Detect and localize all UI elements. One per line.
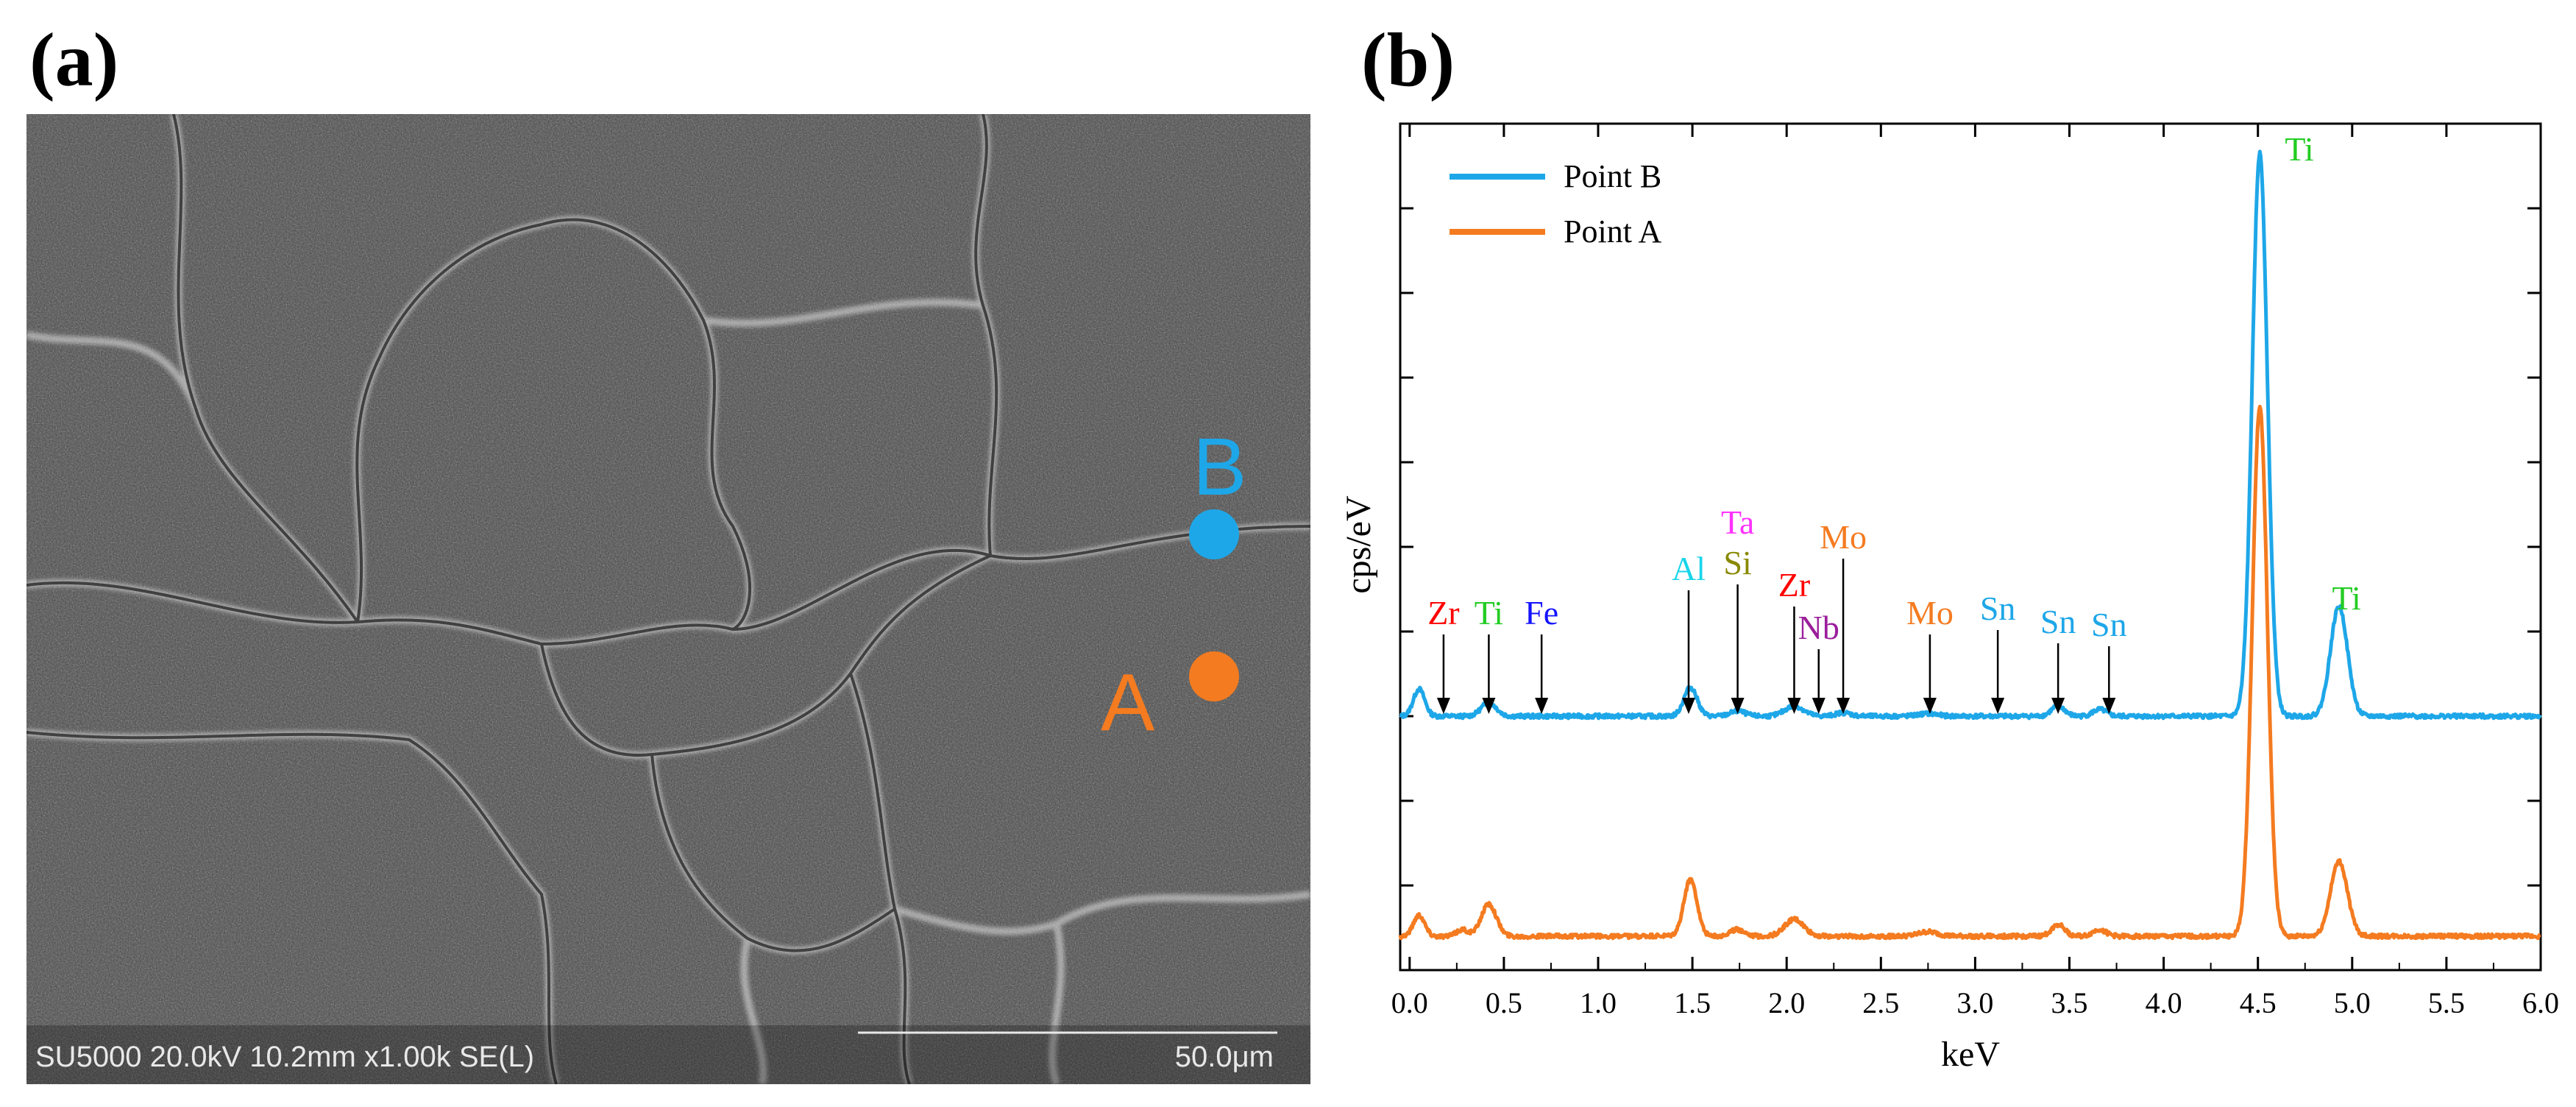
point-b-marker [1189, 509, 1239, 559]
x-tick-label: 4.0 [2146, 986, 2182, 1019]
x-tick-label: 3.5 [2051, 986, 2088, 1019]
peak-label: Nb [1798, 609, 1839, 646]
x-tick-label: 1.0 [1580, 986, 1617, 1019]
x-tick-label: 2.5 [1862, 986, 1899, 1019]
x-tick-label: 0.0 [1391, 986, 1428, 1019]
peak-label: Sn [1980, 590, 2016, 627]
point-a-marker [1189, 651, 1239, 701]
peak-arrow-head [1787, 698, 1801, 714]
point-b-label: B [1193, 422, 1247, 512]
peak-arrow-head [1535, 698, 1549, 714]
point-a-label: A [1101, 657, 1155, 748]
peak-label: Al [1672, 550, 1706, 587]
x-tick-label: 5.0 [2334, 986, 2371, 1019]
peak-label: Mo [1906, 594, 1954, 632]
peak-label: Ti [1475, 594, 1503, 632]
peak-label: Ti [2332, 579, 2360, 617]
sem-scale-bar-label: 50.0μm [1174, 1041, 1274, 1073]
y-axis-label: cps/eV [1339, 495, 1378, 594]
peak-arrow-head [2051, 698, 2065, 714]
series-line-point-b [1399, 149, 2542, 721]
x-tick-label: 0.5 [1486, 986, 1522, 1019]
peak-arrow-head [1991, 698, 2005, 714]
panel-label-b: (b) [1361, 18, 1455, 102]
peak-arrow-head [1812, 698, 1825, 714]
peak-label: Zr [1427, 594, 1459, 632]
x-axis-label: keV [1941, 1035, 2000, 1074]
peak-arrow-head [1923, 698, 1937, 714]
peak-label: Ti [2285, 130, 2313, 168]
x-tick-label: 3.0 [1956, 986, 1993, 1019]
micrograph-texture [26, 114, 1310, 1084]
x-tick-label: 1.5 [1674, 986, 1711, 1019]
sem-micrograph: B A SU5000 20.0kV 10.2mm x1.00k SE(L) 50… [26, 114, 1310, 1084]
peak-label: Sn [2091, 606, 2127, 643]
plot-frame [1399, 122, 2542, 972]
peak-arrow-head [1482, 698, 1496, 714]
peak-label: Ta [1721, 503, 1754, 541]
series-line-point-a [1398, 404, 2541, 941]
x-tick-label: 2.0 [1768, 986, 1805, 1019]
sem-info-bar: SU5000 20.0kV 10.2mm x1.00k SE(L) [35, 1041, 535, 1073]
peak-arrow-head [1436, 698, 1450, 714]
x-tick-label: 4.5 [2240, 986, 2277, 1019]
panel-label-a: (a) [29, 18, 119, 102]
peak-label: Si [1723, 544, 1751, 581]
peak-arrow-head [1837, 698, 1851, 714]
peak-arrow-head [2102, 698, 2116, 714]
peak-label: Mo [1820, 518, 1867, 556]
x-tick-label: 6.0 [2522, 986, 2559, 1019]
peak-label: Sn [2040, 603, 2076, 640]
peak-label: Zr [1778, 566, 1810, 604]
peak-label: Fe [1525, 594, 1558, 632]
peak-arrow-head [1681, 698, 1695, 714]
legend-label: Point A [1564, 213, 1661, 250]
peak-arrow-head [1731, 698, 1745, 714]
x-tick-label: 5.5 [2428, 986, 2465, 1019]
legend-label: Point B [1564, 158, 1661, 194]
